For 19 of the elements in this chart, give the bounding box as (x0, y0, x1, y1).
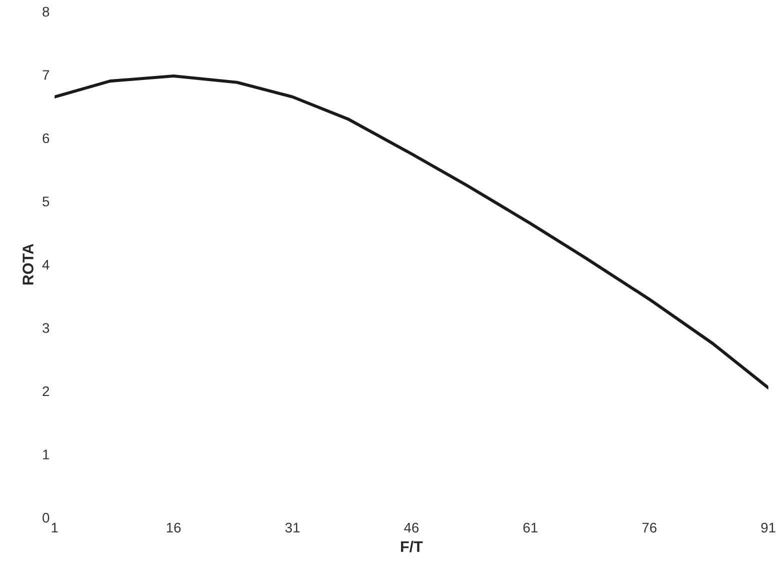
x-tick-label: 16 (166, 522, 181, 533)
y-tick-label: 6 (42, 133, 50, 144)
x-axis-title: F/T (401, 540, 423, 552)
y-tick-label: 4 (42, 260, 50, 270)
y-tick-label: 0 (42, 512, 50, 523)
y-tick-label: 3 (42, 323, 50, 333)
y-tick-label: 1 (43, 450, 50, 460)
y-axis-title: ROTA (22, 244, 34, 285)
line-series (54, 74, 768, 390)
y-tick-label: 7 (42, 70, 50, 80)
y-tick-label: 2 (42, 386, 50, 396)
x-tick-label: 31 (285, 522, 300, 533)
x-tick-label: 76 (642, 522, 656, 533)
x-tick-label: 91 (761, 522, 776, 533)
y-tick-label: 8 (42, 6, 50, 17)
y-tick-label: 5 (42, 196, 50, 206)
x-tick-label: 46 (404, 522, 419, 533)
x-tick-label: 1 (52, 522, 58, 532)
x-tick-label: 61 (523, 522, 538, 533)
